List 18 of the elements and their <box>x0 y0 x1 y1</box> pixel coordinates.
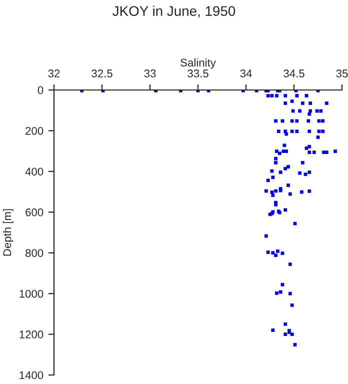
y-tick-label: 800 <box>26 249 44 257</box>
chart-title: JKOY in June, 1950 <box>112 6 236 18</box>
x-tick-label: 35 <box>336 70 348 78</box>
x-tick-label: 32 <box>48 70 60 78</box>
x-tick-label: 32.5 <box>92 70 112 78</box>
y-tick-label: 1000 <box>20 290 44 298</box>
y-tick-label: 0 <box>38 86 44 94</box>
x-tick-label: 33.5 <box>188 70 208 78</box>
y-tick-label: 200 <box>26 126 44 135</box>
y-tick-label: 1200 <box>20 330 44 338</box>
y-tick-label: 600 <box>26 208 44 216</box>
x-axis-title: Salinity <box>180 58 216 69</box>
y-axis-title: Depth [m] <box>2 209 14 256</box>
x-tick-label: 33 <box>144 70 156 78</box>
x-tick-label: 34 <box>240 70 252 78</box>
y-tick-label: 1400 <box>20 371 44 380</box>
x-tick-label: 34.5 <box>284 70 304 78</box>
y-tick-label: 400 <box>25 168 44 176</box>
